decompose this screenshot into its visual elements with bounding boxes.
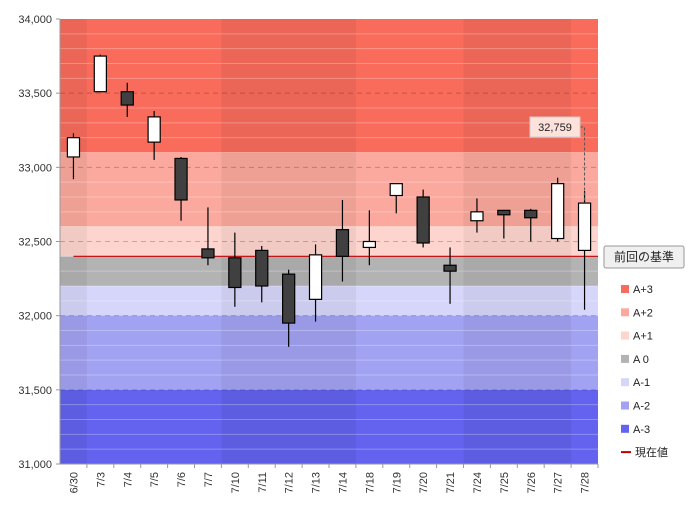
y-tick-label-1: 31,500	[18, 385, 52, 397]
legend-label-current: 現在値	[635, 446, 668, 459]
legend-label-5: A-2	[633, 401, 650, 413]
legend-label-3: A 0	[633, 354, 649, 366]
label-layer: 32,759 前回の基準	[529, 116, 685, 269]
candle-body-8	[281, 273, 296, 324]
legend-swatch-3	[621, 354, 629, 363]
candle-body-2	[120, 91, 134, 106]
legend-label-4: A-1	[633, 377, 650, 389]
legend-label-2: A+1	[633, 331, 653, 343]
y-tick-label-5: 33,500	[18, 88, 52, 100]
x-tick-label-19: 7/28	[580, 472, 592, 493]
week-stripe-0	[60, 19, 87, 464]
callout-leader	[580, 126, 586, 204]
legend: A+3 A+2 A+1 A 0 A-1 A-2 A-3 現在値	[621, 284, 668, 459]
legend-label-0: A+3	[633, 284, 653, 296]
week-stripe-layer	[60, 19, 572, 464]
x-tick-label-2: 7/4	[122, 472, 134, 487]
band-5	[60, 315, 598, 390]
x-tick-label-15: 7/24	[472, 472, 484, 493]
last-value-label: 32,759	[538, 122, 572, 134]
x-tick-label-14: 7/21	[445, 472, 457, 493]
axis-layer: 31,000 31,500 32,000 32,500 33,000 33,500 34,0…	[18, 14, 599, 493]
x-tick-label-12: 7/19	[391, 472, 403, 493]
candle-body-7	[255, 249, 269, 287]
y-tick-label-6: 34,000	[18, 14, 52, 26]
band-6	[60, 389, 598, 464]
candle-body-11	[362, 240, 377, 249]
y-tick-label-0: 31,000	[18, 459, 52, 471]
candle-body-17	[524, 209, 538, 219]
candle-body-9	[308, 254, 323, 300]
candle-body-1	[93, 55, 108, 93]
x-tick-label-10: 7/14	[337, 472, 349, 493]
x-tick-label-16: 7/25	[499, 472, 511, 493]
candle-body-14	[443, 264, 457, 272]
band-2	[60, 226, 598, 257]
legend-swatch-4	[621, 378, 629, 387]
legend-swatch-0	[621, 285, 629, 293]
y-tick-label-4: 33,000	[18, 162, 52, 174]
x-tick-label-1: 7/3	[95, 472, 107, 487]
candle-body-13	[416, 196, 430, 244]
x-tick-label-3: 7/5	[149, 472, 161, 487]
candle-body-12	[389, 183, 403, 197]
callout-box	[529, 116, 581, 138]
x-tick-label-8: 7/12	[284, 472, 296, 493]
candle-body-0	[66, 137, 81, 158]
legend-swatch-2	[621, 331, 629, 340]
candle-body-5	[201, 248, 215, 259]
candle-body-6	[228, 257, 242, 289]
band-layer	[60, 19, 598, 464]
candle-body-16	[497, 209, 511, 216]
legend-swatch-5	[621, 401, 629, 410]
candle-body-18	[550, 183, 565, 240]
x-tick-label-6: 7/10	[230, 472, 242, 493]
candle-body-3	[147, 116, 161, 143]
x-tick-label-17: 7/26	[526, 472, 538, 493]
x-tick-label-11: 7/18	[364, 472, 376, 493]
legend-swatch-1	[621, 308, 629, 317]
y-tick-label-2: 32,000	[18, 311, 52, 323]
candle-body-19	[577, 202, 592, 251]
legend-swatch-6	[621, 424, 629, 433]
x-tick-label-18: 7/27	[553, 472, 565, 493]
candle-body-10	[335, 229, 350, 257]
reference-label: 前回の基準	[614, 249, 674, 264]
x-tick-label-9: 7/13	[311, 472, 323, 493]
reference-label-box	[603, 245, 685, 269]
legend-label-6: A-3	[633, 424, 650, 436]
y-tick-label-3: 32,500	[18, 237, 52, 249]
week-stripe-1	[221, 19, 356, 464]
week-stripe-2	[463, 19, 572, 464]
x-tick-label-0: 6/30	[68, 472, 80, 493]
x-tick-label-13: 7/20	[418, 472, 430, 493]
band-4	[60, 286, 598, 316]
legend-label-1: A+2	[633, 307, 653, 319]
candle-body-15	[470, 211, 484, 222]
x-tick-label-7: 7/11	[257, 472, 269, 493]
x-tick-label-5: 7/7	[203, 472, 215, 487]
candle-body-4	[174, 157, 188, 201]
x-tick-label-4: 7/6	[176, 472, 188, 487]
candle-layer	[66, 54, 592, 347]
band-3	[60, 256, 598, 286]
